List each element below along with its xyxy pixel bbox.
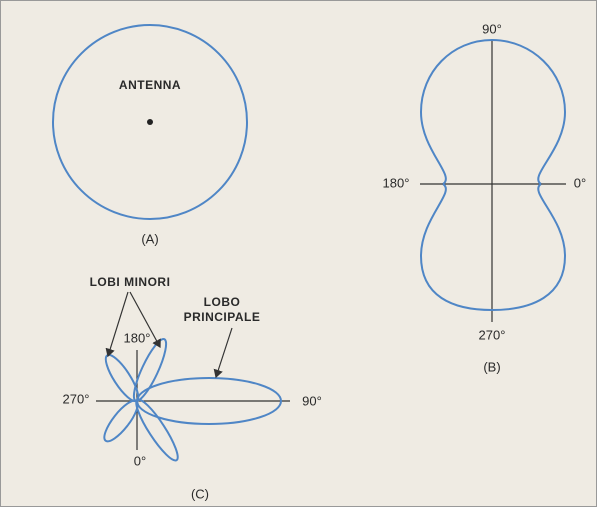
arrow (129, 291, 161, 349)
caption-c: (C) (191, 486, 209, 501)
main-lobe-label: PRINCIPALE (184, 310, 261, 324)
isotropic-pattern (52, 24, 248, 220)
minor-lobes-label: LOBI MINORI (90, 275, 171, 289)
caption-b: (B) (483, 359, 500, 374)
antenna-point (147, 119, 153, 125)
label-0: 0° (134, 453, 146, 468)
upper-lobe (419, 38, 567, 185)
label-90: 90° (482, 21, 502, 36)
label-180: 180° (124, 330, 151, 345)
label-270: 270° (479, 327, 506, 342)
arrow (213, 327, 233, 379)
label-180: 180° (383, 175, 410, 190)
label-0: 0° (574, 175, 586, 190)
arrow (105, 291, 129, 358)
label-270: 270° (63, 391, 90, 406)
main-lobe-label: LOBO (204, 295, 241, 309)
antenna-label: ANTENNA (119, 78, 181, 92)
lower-lobe (419, 183, 567, 312)
label-90: 90° (302, 393, 322, 408)
minor-lobe (135, 398, 179, 462)
caption-a: (A) (141, 231, 158, 246)
